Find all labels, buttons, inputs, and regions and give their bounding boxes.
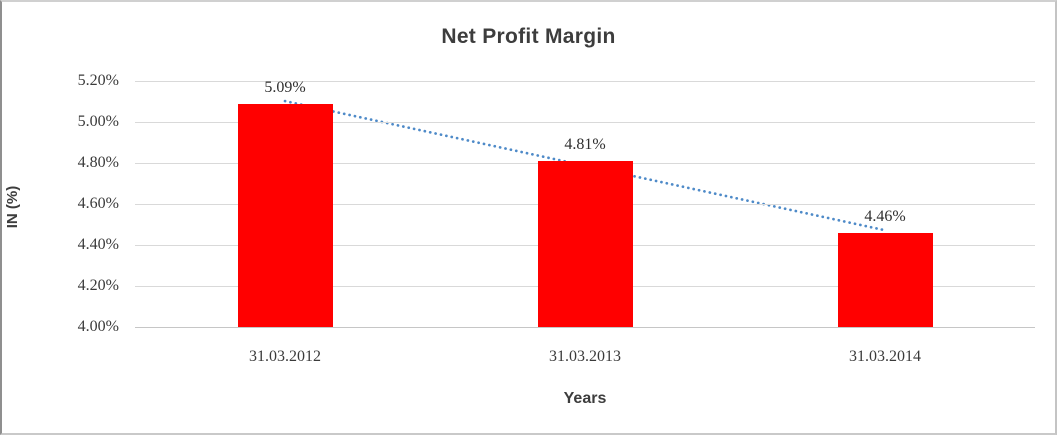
bar-data-label: 4.46% bbox=[864, 207, 906, 225]
y-tick-label: 4.20% bbox=[77, 277, 119, 294]
bar-data-label: 4.81% bbox=[564, 135, 606, 153]
y-axis-title: IN (%) bbox=[4, 185, 21, 229]
x-axis-line bbox=[135, 327, 1035, 328]
y-tick-label: 4.80% bbox=[77, 154, 119, 171]
x-tick-label: 31.03.2013 bbox=[549, 348, 621, 365]
x-axis-title: Years bbox=[563, 390, 607, 407]
bar bbox=[837, 232, 933, 327]
y-tick-label: 4.40% bbox=[77, 236, 119, 253]
bar bbox=[537, 160, 633, 327]
gridline bbox=[135, 81, 1035, 82]
bar-data-label: 5.09% bbox=[264, 78, 306, 96]
y-tick-label: 4.00% bbox=[77, 318, 119, 335]
y-tick-label: 4.60% bbox=[77, 195, 119, 212]
x-tick-label: 31.03.2012 bbox=[249, 348, 321, 365]
chart-title: Net Profit Margin bbox=[441, 25, 616, 48]
y-tick-label: 5.00% bbox=[77, 113, 119, 130]
y-tick-label: 5.20% bbox=[77, 72, 119, 89]
gridline bbox=[135, 122, 1035, 123]
bar bbox=[237, 103, 333, 327]
x-tick-label: 31.03.2014 bbox=[849, 348, 921, 365]
